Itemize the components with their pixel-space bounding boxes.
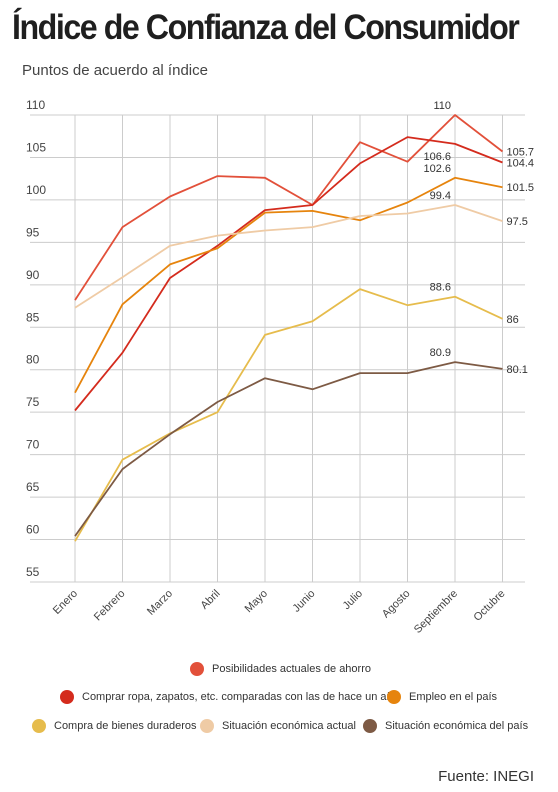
source-note: Fuente: INEGI (438, 768, 534, 785)
x-tick-label: Abril (199, 588, 223, 612)
legend-item-situacion-pais[interactable]: Situación económica del país (363, 719, 528, 733)
data-label: 80.1 (507, 364, 528, 376)
y-tick-label: 60 (26, 523, 40, 537)
series-line-2 (74, 176, 503, 394)
legend-swatch (363, 719, 377, 733)
series-line-3 (74, 288, 503, 542)
data-label: 102.6 (423, 163, 451, 175)
data-labels: 110 105.7 106.6 104.4 102.6 101.5 88.6 86 99.4 97… (423, 100, 534, 376)
x-tick-label: Septiembre (412, 588, 460, 636)
legend-item-bienes-duraderos[interactable]: Compra de bienes duraderos (32, 719, 196, 733)
legend-item-comprar-ropa[interactable]: Comprar ropa, zapatos, etc. comparadas c… (60, 690, 399, 704)
series-lines (74, 114, 504, 542)
y-tick-label: 110 (26, 98, 45, 112)
data-label: 101.5 (507, 182, 535, 194)
x-tick-label: Agosto (380, 588, 413, 621)
chart-subtitle: Puntos de acuerdo al índice (22, 62, 208, 79)
chart-title: Índice de Confianza del Consumidor (12, 8, 520, 47)
legend-label: Empleo en el país (409, 691, 498, 703)
data-label: 110 (433, 100, 451, 112)
series-line-5 (74, 361, 503, 537)
legend-swatch (190, 662, 204, 676)
y-tick-label: 65 (26, 480, 40, 494)
y-axis-tick-labels: 55 60 65 70 75 80 85 90 95 100 105 110 (26, 98, 46, 579)
series-line-1 (74, 136, 503, 412)
y-tick-label: 75 (26, 395, 40, 409)
y-tick-label: 70 (26, 438, 40, 452)
x-tick-label: Mayo (243, 588, 271, 616)
y-tick-label: 55 (26, 565, 40, 579)
series-line-4 (74, 204, 503, 309)
y-tick-label: 105 (26, 140, 46, 154)
x-tick-label: Junio (291, 588, 318, 615)
y-tick-label: 95 (26, 225, 40, 239)
legend-label: Posibilidades actuales de ahorro (212, 663, 371, 675)
x-axis-tick-labels: Enero Febrero Marzo Abril Mayo Junio Julio Agos… (51, 588, 508, 636)
legend-label: Comprar ropa, zapatos, etc. comparadas c… (82, 691, 399, 703)
legend-swatch (60, 690, 74, 704)
data-label: 105.7 (507, 147, 535, 159)
x-tick-label: Febrero (92, 588, 128, 624)
data-label: 86 (507, 314, 519, 326)
x-tick-label: Julio (341, 588, 365, 612)
y-tick-label: 80 (26, 353, 40, 367)
legend-item-posibilidades-ahorro[interactable]: Posibilidades actuales de ahorro (190, 662, 371, 676)
legend-label: Compra de bienes duraderos (54, 720, 197, 732)
y-tick-label: 100 (26, 183, 46, 197)
x-tick-label: Marzo (145, 588, 175, 618)
y-tick-label: 90 (26, 268, 40, 282)
legend-swatch (200, 719, 214, 733)
series-line-0 (74, 114, 504, 301)
data-label: 106.6 (423, 151, 451, 163)
data-label: 88.6 (430, 282, 451, 294)
legend-label: Situación económica actual (222, 720, 356, 732)
legend-swatch (32, 719, 46, 733)
data-label: 80.9 (430, 347, 451, 359)
data-label: 97.5 (507, 216, 528, 228)
data-label: 99.4 (430, 190, 451, 202)
x-tick-label: Enero (51, 588, 80, 617)
legend-label: Situación económica del país (385, 720, 529, 732)
data-label: 104.4 (507, 158, 535, 170)
grid (30, 114, 525, 583)
legend-swatch (387, 690, 401, 704)
y-tick-label: 85 (26, 310, 40, 324)
legend-item-situacion-actual[interactable]: Situación económica actual (200, 719, 356, 733)
legend-item-empleo-pais[interactable]: Empleo en el país (387, 690, 497, 704)
line-chart: 55 60 65 70 75 80 85 90 95 100 105 110 Enero Febrero… (26, 98, 534, 636)
x-tick-label: Octubre (471, 588, 507, 624)
